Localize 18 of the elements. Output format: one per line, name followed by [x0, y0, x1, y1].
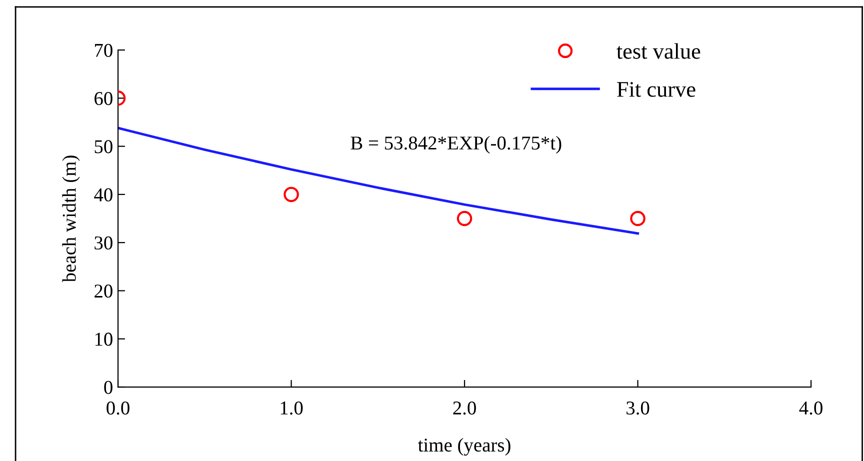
y-axis-title: beach width (m) [62, 156, 80, 282]
x-tick-label: 1.0 [280, 401, 303, 415]
x-tick-label: 2.0 [453, 401, 476, 415]
legend-label: Fit curve [617, 82, 696, 97]
legend-label: test value [616, 43, 700, 59]
y-tick-label: 60 [94, 92, 112, 106]
x-tick-label: 3.0 [626, 401, 650, 415]
y-tick-label: 0 [104, 380, 112, 394]
x-tick-label: 4.0 [799, 401, 822, 415]
y-tick-label: 40 [94, 188, 112, 202]
y-tick-label: 10 [95, 332, 112, 346]
y-tick-label: 50 [94, 140, 112, 154]
y-tick-label: 30 [94, 236, 112, 250]
y-tick-label: 70 [95, 44, 112, 57]
x-tick-label: 0.0 [106, 401, 130, 415]
x-axis-title: time (years) [418, 438, 510, 456]
y-tick-label: 20 [94, 284, 112, 298]
annotation: B = 53.842*EXP(-0.175*t) [350, 136, 562, 154]
